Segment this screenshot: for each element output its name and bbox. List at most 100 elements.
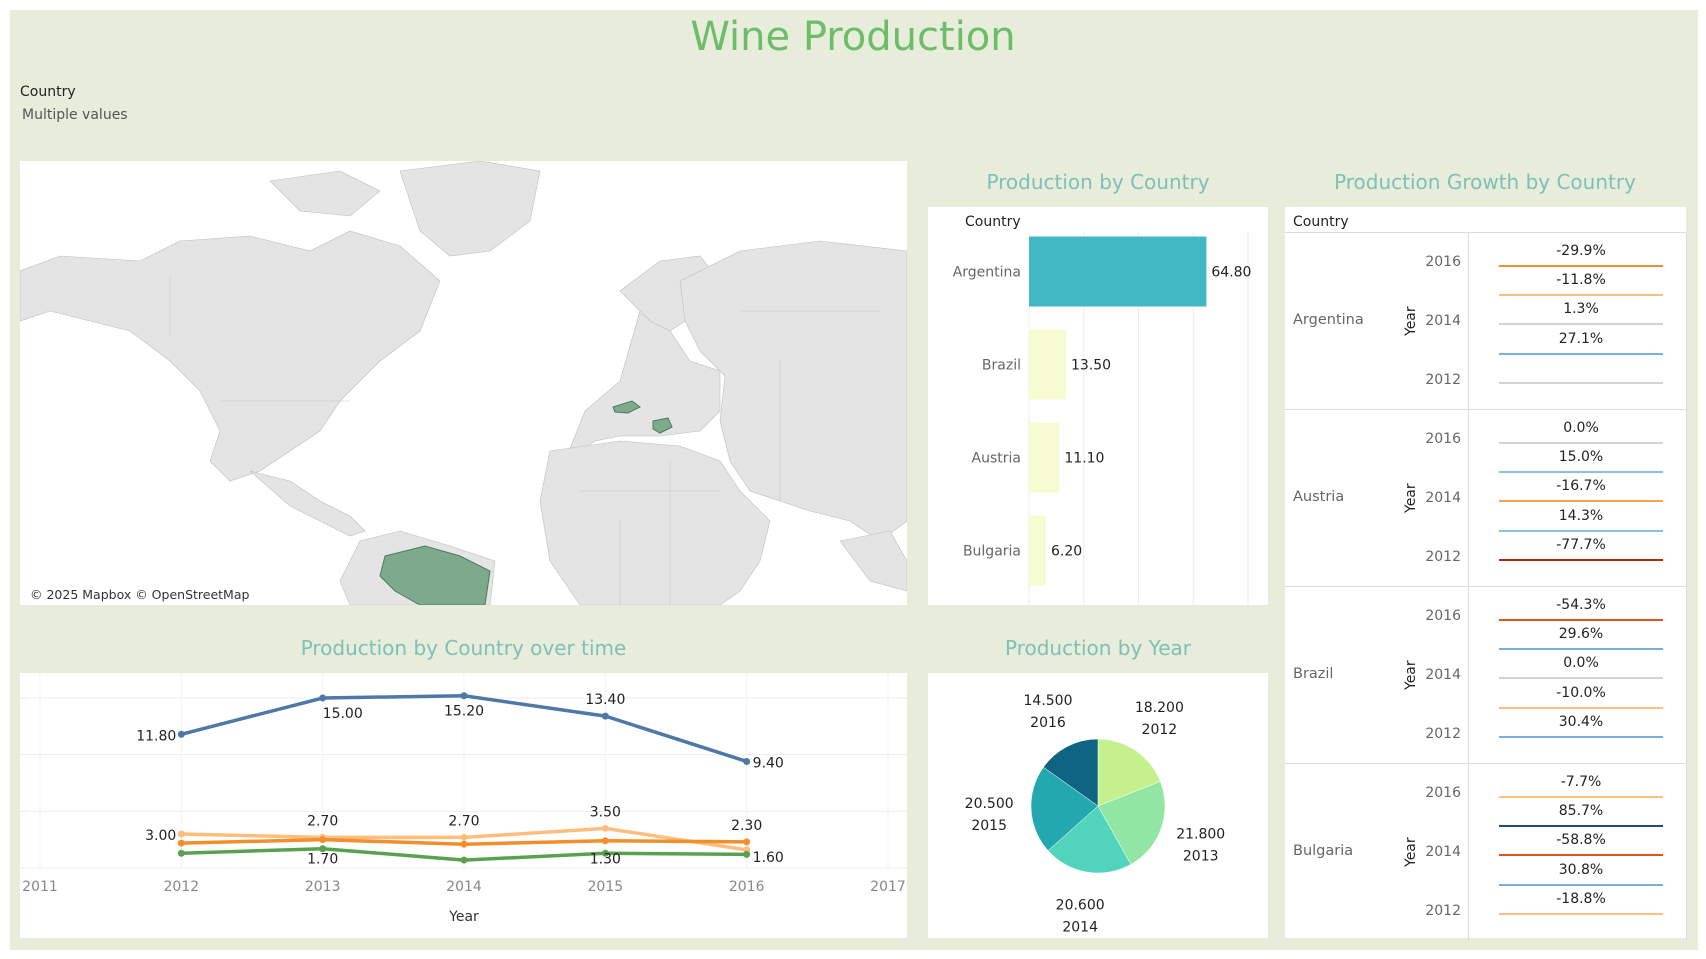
growth-bar-line[interactable] (1499, 353, 1663, 355)
bar-chart-header: Country (965, 214, 1021, 230)
growth-bar-line[interactable] (1499, 913, 1663, 915)
growth-year-tick: 2012 (1425, 549, 1461, 565)
growth-pane (1468, 233, 1687, 410)
pie-chart-title: Production by Year (1005, 636, 1191, 660)
growth-year-tick: 2012 (1425, 726, 1461, 742)
bar-category-label: Bulgaria (963, 544, 1021, 560)
line-data-label: 3.00 (145, 828, 176, 844)
growth-value-label: -18.8% (1556, 891, 1606, 907)
country-filter-value[interactable]: Multiple values (22, 107, 128, 123)
x-tick-label: 2015 (588, 879, 624, 895)
growth-pane (1468, 410, 1687, 587)
line-data-label: 2.70 (307, 813, 338, 829)
growth-bar-line[interactable] (1499, 736, 1663, 738)
line-point (460, 856, 468, 864)
growth-bar-line[interactable] (1499, 559, 1663, 561)
line-chart[interactable]: 2011 2012 2013 2014 2015 2016 2017 Year 11.80 15.… (20, 673, 907, 938)
pie-slice-2013 (1097, 781, 1166, 865)
landmass-southeast-asia (839, 530, 907, 592)
pie-chart[interactable]: 18.200 2012 21.800 2013 20.600 2014 20.500 2015… (928, 673, 1268, 938)
pie-slice-2014 (1047, 805, 1132, 874)
line-point (177, 730, 185, 738)
growth-pane (1468, 587, 1687, 764)
landmass-north-america (20, 230, 441, 482)
pie-year-label: 2012 (1142, 722, 1178, 738)
x-tick-label: 2011 (22, 879, 58, 895)
growth-row-brazil: Brazil Year 2016 2014 2012 -54.3% 29.6% 0.0% -10… (1285, 586, 1687, 764)
pie-value-label: 14.500 (1024, 693, 1073, 709)
growth-value-label: 30.4% (1558, 714, 1604, 730)
map-attribution[interactable]: © 2025 Mapbox © OpenStreetMap (26, 586, 254, 603)
growth-bar-line[interactable] (1499, 294, 1663, 296)
bar-chart[interactable]: Argentina 64.80 Brazil 13.50 Austria 11.10 Bul… (928, 207, 1268, 605)
line-point (319, 836, 327, 844)
landmass-europe (559, 270, 721, 542)
map-canvas[interactable] (20, 161, 907, 605)
growth-value-label: 30.8% (1558, 862, 1604, 878)
line-point (601, 824, 609, 832)
x-axis-label: Year (448, 909, 479, 925)
growth-pane (1468, 764, 1687, 941)
line-point (319, 694, 327, 702)
pie-slice-2012 (1097, 738, 1161, 807)
growth-year-tick: 2014 (1425, 490, 1461, 506)
growth-row-austria: Austria Year 2016 2014 2012 0.0% 15.0% -16.7% 14… (1285, 409, 1687, 587)
growth-bar-line[interactable] (1499, 677, 1663, 679)
growth-bar-line[interactable] (1499, 471, 1663, 473)
line-data-label: 15.00 (323, 706, 363, 722)
growth-bar-line[interactable] (1499, 619, 1663, 621)
line-point (601, 837, 609, 845)
x-tick-label: 2014 (446, 879, 482, 895)
pie-year-label: 2013 (1183, 849, 1219, 865)
line-data-label: 2.30 (731, 818, 762, 834)
growth-bar-line[interactable] (1499, 323, 1663, 325)
growth-value-label: -10.0% (1556, 685, 1606, 701)
pie-value-label: 20.500 (965, 796, 1014, 812)
pie-value-label: 20.600 (1056, 898, 1105, 914)
growth-bar-line[interactable] (1499, 500, 1663, 502)
growth-year-tick: 2012 (1425, 903, 1461, 919)
growth-bar-line[interactable] (1499, 530, 1663, 532)
line-data-label: 1.30 (590, 851, 621, 867)
growth-value-label: -11.8% (1556, 272, 1606, 288)
growth-value-label: -29.9% (1556, 243, 1606, 259)
line-data-label: 3.50 (590, 804, 621, 820)
pie-value-label: 21.800 (1176, 827, 1225, 843)
line-point (743, 838, 751, 846)
growth-bar-line[interactable] (1499, 382, 1663, 384)
world-map[interactable]: © 2025 Mapbox © OpenStreetMap (20, 161, 907, 605)
growth-value-label: 15.0% (1558, 449, 1604, 465)
growth-country-label: Brazil (1293, 665, 1334, 682)
growth-year-tick: 2016 (1425, 608, 1461, 624)
x-tick-label: 2017 (870, 879, 906, 895)
line-data-label: 11.80 (136, 728, 176, 744)
border-lines (169, 276, 880, 605)
line-data-label: 9.40 (753, 755, 784, 771)
growth-row-bulgaria: Bulgaria Year 2016 2014 2012 -7.7% 85.7% -58.8%… (1285, 763, 1687, 941)
country-austria (612, 400, 641, 414)
growth-bar-line[interactable] (1499, 648, 1663, 650)
line-point (177, 839, 185, 847)
growth-bar-line[interactable] (1499, 265, 1663, 267)
growth-country-label: Argentina (1293, 311, 1364, 328)
landmass-asia (679, 240, 907, 542)
line-data-label: 1.70 (307, 852, 338, 868)
growth-year-tick: 2014 (1425, 313, 1461, 329)
growth-bar-line[interactable] (1499, 796, 1663, 798)
growth-bar-line[interactable] (1499, 707, 1663, 709)
growth-bar-line[interactable] (1499, 884, 1663, 886)
bar-brazil (1029, 329, 1066, 400)
bar-value-label: 11.10 (1064, 451, 1104, 467)
growth-year-tick: 2016 (1425, 254, 1461, 270)
country-filter-label: Country (20, 84, 76, 100)
growth-bar-line[interactable] (1499, 442, 1663, 444)
country-bulgaria (652, 417, 673, 434)
growth-chart-header: Country (1293, 214, 1349, 230)
line-data-label: 2.70 (448, 813, 479, 829)
growth-value-label: 0.0% (1563, 655, 1599, 671)
growth-row-argentina: Argentina Year 2016 2014 2012 -29.9% -11.8% 1.3… (1285, 232, 1687, 410)
growth-bar-line[interactable] (1499, 854, 1663, 856)
growth-year-tick: 2014 (1425, 667, 1461, 683)
growth-bar-line[interactable] (1499, 825, 1663, 827)
line-point (743, 757, 751, 765)
